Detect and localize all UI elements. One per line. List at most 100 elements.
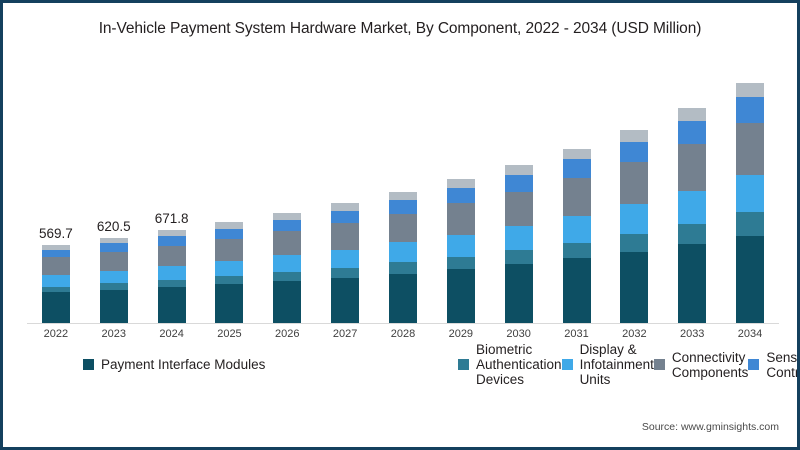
bar-segment[interactable] bbox=[446, 256, 475, 270]
bar-segment[interactable] bbox=[446, 203, 475, 235]
stacked-bar[interactable] bbox=[620, 130, 649, 324]
bar-segment[interactable] bbox=[736, 83, 765, 98]
bar-segment[interactable] bbox=[331, 267, 360, 278]
bar-segment[interactable] bbox=[157, 230, 186, 237]
bar-segment[interactable] bbox=[678, 190, 707, 224]
legend-item[interactable]: Display & Infotainment Units bbox=[561, 342, 654, 387]
legend-item[interactable]: Biometric Authentication Devices bbox=[458, 342, 562, 387]
bar-segment[interactable] bbox=[504, 225, 533, 251]
bar-segment[interactable] bbox=[273, 281, 302, 324]
bar-segment[interactable] bbox=[215, 228, 244, 239]
bar-segment[interactable] bbox=[678, 223, 707, 245]
bar-segment[interactable] bbox=[736, 174, 765, 213]
bar-segment[interactable] bbox=[215, 276, 244, 285]
bar-segment[interactable] bbox=[157, 245, 186, 267]
legend-item[interactable]: Sensors & Controllers bbox=[748, 350, 797, 380]
stacked-bar[interactable] bbox=[678, 108, 707, 324]
bar-segment[interactable] bbox=[215, 238, 244, 262]
bar-segment[interactable] bbox=[273, 272, 302, 282]
bar-segment[interactable] bbox=[215, 284, 244, 324]
bar-segment[interactable] bbox=[388, 200, 417, 214]
bar-segment[interactable] bbox=[446, 188, 475, 204]
bar-segment[interactable] bbox=[736, 212, 765, 236]
stacked-bar[interactable] bbox=[504, 165, 533, 324]
bar-segment[interactable] bbox=[331, 210, 360, 224]
bar-segment[interactable] bbox=[215, 261, 244, 277]
x-axis-tick-label: 2026 bbox=[275, 328, 300, 340]
stacked-bar[interactable] bbox=[562, 148, 591, 324]
bar-segment[interactable] bbox=[620, 204, 649, 234]
bar-segment[interactable] bbox=[41, 244, 70, 250]
bar-segment[interactable] bbox=[99, 289, 128, 324]
bar-segment[interactable] bbox=[99, 251, 128, 271]
bar-segment[interactable] bbox=[736, 97, 765, 124]
bar-segment[interactable] bbox=[41, 249, 70, 258]
bar-segment[interactable] bbox=[678, 244, 707, 324]
bar-segment[interactable] bbox=[736, 235, 765, 324]
bar-segment[interactable] bbox=[331, 249, 360, 268]
bar-segment[interactable] bbox=[562, 159, 591, 178]
bar-segment[interactable] bbox=[388, 213, 417, 243]
x-axis-tick-label: 2030 bbox=[506, 328, 531, 340]
bar-segment[interactable] bbox=[215, 222, 244, 229]
bar-segment[interactable] bbox=[446, 179, 475, 189]
bar-segment[interactable] bbox=[41, 274, 70, 287]
bar-segment[interactable] bbox=[446, 234, 475, 257]
stacked-bar[interactable] bbox=[41, 244, 70, 324]
bar-segment[interactable] bbox=[99, 237, 128, 243]
legend-swatch-icon bbox=[561, 359, 573, 370]
bar-segment[interactable] bbox=[562, 242, 591, 259]
bar-segment[interactable] bbox=[99, 270, 128, 284]
stacked-bar[interactable] bbox=[331, 203, 360, 324]
bar-segment[interactable] bbox=[562, 215, 591, 243]
stacked-bar[interactable] bbox=[215, 222, 244, 324]
bar-segment[interactable] bbox=[678, 144, 707, 191]
bar-segment[interactable] bbox=[620, 233, 649, 252]
bar-segment[interactable] bbox=[388, 192, 417, 201]
bar-segment[interactable] bbox=[388, 273, 417, 324]
bar-segment[interactable] bbox=[157, 287, 186, 324]
bar-segment[interactable] bbox=[273, 220, 302, 232]
stacked-bar[interactable] bbox=[273, 213, 302, 324]
bar-segment[interactable] bbox=[388, 262, 417, 274]
bar-segment[interactable] bbox=[562, 258, 591, 324]
bar-segment[interactable] bbox=[273, 255, 302, 273]
bar-segment[interactable] bbox=[504, 165, 533, 175]
bar-segment[interactable] bbox=[41, 292, 70, 324]
legend-item[interactable]: Connectivity Components bbox=[653, 350, 748, 380]
stacked-bar[interactable] bbox=[446, 179, 475, 324]
bar-segment[interactable] bbox=[620, 130, 649, 142]
stacked-bar[interactable] bbox=[388, 192, 417, 324]
stacked-bar[interactable] bbox=[736, 83, 765, 324]
bar-segment[interactable] bbox=[620, 141, 649, 163]
bar-segment[interactable] bbox=[331, 277, 360, 324]
bar-segment[interactable] bbox=[331, 223, 360, 250]
bar-segment[interactable] bbox=[157, 266, 186, 281]
bar-segment[interactable] bbox=[620, 162, 649, 205]
bar-segment[interactable] bbox=[41, 257, 70, 275]
bar-segment[interactable] bbox=[273, 231, 302, 256]
bar-segment[interactable] bbox=[678, 121, 707, 145]
bar-segment[interactable] bbox=[562, 177, 591, 216]
bar-segment[interactable] bbox=[504, 191, 533, 226]
bar-segment[interactable] bbox=[504, 264, 533, 324]
stacked-bar[interactable] bbox=[157, 230, 186, 324]
bar-segment[interactable] bbox=[504, 250, 533, 265]
bar-segment[interactable] bbox=[157, 236, 186, 246]
stacked-bar[interactable] bbox=[99, 237, 128, 324]
bar-segment[interactable] bbox=[388, 242, 417, 263]
bar-segment[interactable] bbox=[678, 108, 707, 122]
bar-segment[interactable] bbox=[446, 269, 475, 324]
bar-segment[interactable] bbox=[41, 286, 70, 293]
bar-segment[interactable] bbox=[331, 203, 360, 211]
bar-segment[interactable] bbox=[504, 174, 533, 192]
bar-segment[interactable] bbox=[99, 283, 128, 290]
legend-item[interactable]: Payment Interface Modules bbox=[83, 355, 458, 374]
bar-segment[interactable] bbox=[99, 242, 128, 252]
bar-segment[interactable] bbox=[273, 213, 302, 221]
bar-segment[interactable] bbox=[562, 148, 591, 160]
bar-slot bbox=[432, 59, 490, 324]
bar-segment[interactable] bbox=[736, 123, 765, 175]
bar-segment[interactable] bbox=[157, 280, 186, 288]
bar-segment[interactable] bbox=[620, 251, 649, 324]
